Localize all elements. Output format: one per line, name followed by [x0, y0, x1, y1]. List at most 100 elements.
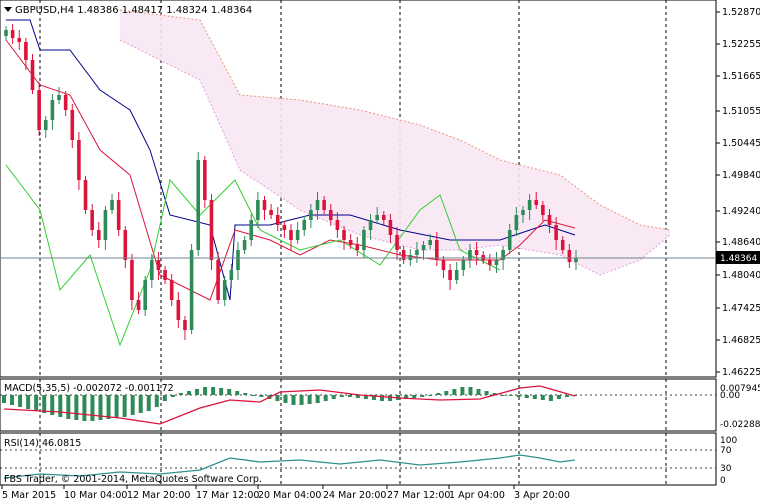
- macd-bar: [347, 395, 352, 397]
- candle-bear: [37, 90, 41, 130]
- macd-bar: [34, 395, 39, 411]
- footer-copyright: FBS Trader, © 2001-2014, MetaQuotes Soft…: [4, 474, 262, 485]
- candle-bear: [355, 245, 360, 250]
- candle-bull: [43, 120, 48, 130]
- candle-bear: [488, 260, 492, 265]
- macd-bar: [98, 395, 103, 420]
- rsi-y-label: 30: [720, 464, 732, 474]
- macd-bar: [460, 387, 465, 395]
- macd-bar: [371, 395, 376, 400]
- x-tick-label: 1 Apr 04:00: [449, 490, 505, 501]
- rsi-header: RSI(14) 46.0815: [4, 438, 81, 449]
- y-tick-label: 1.52870: [722, 7, 760, 18]
- macd-window[interactable]: [0, 378, 717, 432]
- candle-bear: [547, 215, 552, 225]
- macd-bar: [492, 393, 497, 395]
- macd-bar: [444, 391, 449, 395]
- macd-bar: [412, 395, 417, 398]
- y-tick-label: 1.48040: [722, 270, 760, 281]
- candle-bear: [156, 260, 161, 270]
- candle-bear: [348, 240, 353, 245]
- candle-bear: [381, 215, 386, 220]
- candle-bear: [395, 235, 399, 250]
- candle-bear: [474, 250, 479, 255]
- macd-bar: [211, 387, 216, 395]
- macd-bar: [82, 395, 87, 421]
- macd-bar: [564, 395, 569, 397]
- candle-bear: [534, 200, 539, 205]
- macd-bar: [90, 395, 95, 421]
- x-tick-label: 3 Apr 20:00: [514, 490, 570, 501]
- chikou-span: [5, 164, 501, 347]
- macd-y-label: -0.022883: [720, 420, 760, 430]
- candle-bull: [521, 210, 525, 215]
- macd-bar: [291, 395, 296, 405]
- candle-bear: [96, 230, 101, 240]
- candle-bear: [448, 270, 452, 280]
- candle-bear: [401, 250, 406, 260]
- macd-bar: [468, 387, 473, 395]
- x-tick-label: 17 Mar 12:00: [196, 490, 259, 501]
- macd-bar: [404, 395, 409, 399]
- macd-bar: [484, 391, 489, 395]
- candle-bear: [77, 140, 81, 180]
- x-tick-label: 12 Mar 20:00: [127, 490, 190, 501]
- macd-bar: [122, 395, 127, 417]
- macd-bar: [476, 389, 481, 395]
- y-tick-label: 1.46825: [722, 335, 760, 346]
- candle-bear: [209, 200, 214, 260]
- x-tick-label: 5 Mar 2015: [2, 490, 56, 501]
- symbol-menu-icon[interactable]: [4, 7, 12, 12]
- candle-bull: [196, 160, 201, 250]
- macd-bar: [436, 393, 441, 395]
- price-axis[interactable]: 1.52870 1.52255 1.51665 1.51055 1.50445 1.498…: [716, 7, 760, 486]
- candle-bear: [30, 60, 35, 90]
- candle-bull: [256, 200, 260, 220]
- candle-bull: [103, 210, 108, 240]
- macd-bar: [500, 395, 505, 396]
- macd-bar: [379, 395, 384, 401]
- candle-bull: [222, 280, 227, 300]
- y-tick-label: 1.48640: [722, 237, 760, 248]
- candle-bear: [90, 210, 94, 230]
- macd-bar: [388, 395, 393, 401]
- macd-bar: [219, 388, 224, 395]
- symbol-header: GBPUSD,H4 1.48386 1.48417 1.48324 1.4836…: [15, 5, 252, 16]
- time-axis[interactable]: 5 Mar 2015 10 Mar 04:00 12 Mar 20:00 17 Mar…: [1, 485, 570, 501]
- kijun-sen: [6, 19, 576, 301]
- candle-bear: [10, 30, 15, 38]
- candle-bear: [17, 38, 22, 42]
- macd-bar: [532, 395, 537, 399]
- macd-bar: [114, 395, 119, 418]
- macd-bar: [203, 387, 208, 395]
- macd-bar: [299, 395, 304, 405]
- macd-bar: [323, 395, 328, 401]
- x-tick-label: 10 Mar 04:00: [64, 490, 127, 501]
- x-tick-label: 24 Mar 20:00: [323, 490, 386, 501]
- rsi-window[interactable]: [0, 432, 717, 486]
- candle-bull: [57, 95, 61, 100]
- candle-bull: [507, 230, 512, 250]
- macd-bar: [315, 395, 320, 403]
- candle-bull: [242, 240, 247, 250]
- macd-bar: [243, 393, 248, 395]
- y-tick-label: 1.47425: [722, 303, 760, 314]
- rsi-y-label: 0: [720, 476, 726, 486]
- macd-bar: [516, 395, 521, 397]
- current-price-value: 1.48364: [720, 254, 757, 264]
- rsi-y-label: 70: [720, 446, 732, 456]
- candle-bear: [335, 220, 340, 230]
- macd-bar: [259, 395, 264, 397]
- macd-bar: [307, 395, 312, 404]
- candle-bull: [295, 230, 300, 240]
- macd-bar: [146, 395, 151, 411]
- candle-bull: [527, 200, 532, 210]
- candle-bull: [150, 260, 154, 280]
- candle-bull: [50, 100, 55, 120]
- candle-bull: [309, 210, 313, 220]
- macd-bar: [452, 389, 457, 395]
- x-tick-label: 20 Mar 04:00: [258, 490, 321, 501]
- candle-bull: [249, 220, 254, 240]
- candle-bull: [236, 250, 240, 270]
